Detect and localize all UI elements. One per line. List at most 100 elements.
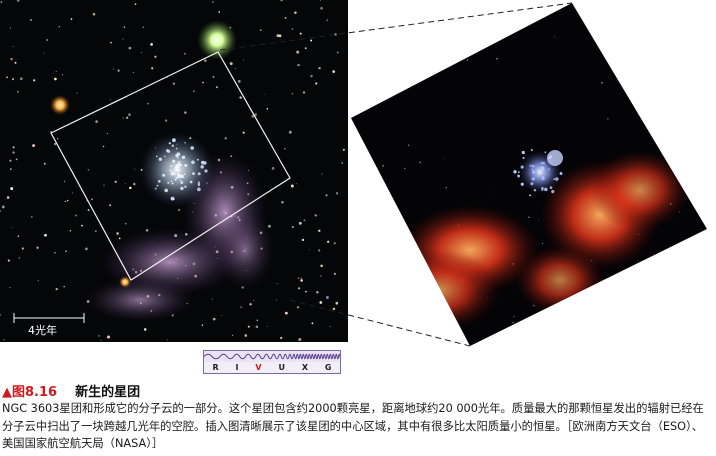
inset-background-star [692, 334, 695, 336]
background-star [271, 167, 275, 170]
inset-bright-star [547, 150, 563, 166]
background-star [221, 314, 223, 316]
inset-star [530, 149, 533, 151]
inset-background-star [537, 219, 539, 220]
background-star [242, 59, 245, 61]
background-star [151, 67, 154, 70]
background-star [319, 301, 323, 304]
orange-star [119, 276, 131, 288]
inset-background-star [382, 164, 384, 167]
background-star [30, 216, 33, 218]
background-star [300, 279, 303, 282]
background-star [0, 1, 3, 3]
inset-background-star [397, 221, 400, 224]
inset-background-star [554, 36, 556, 38]
inset-background-star [489, 191, 491, 193]
background-star [341, 162, 343, 164]
background-star [253, 299, 255, 301]
inset-image [351, 3, 707, 346]
background-star [0, 314, 1, 316]
background-star [33, 79, 36, 82]
background-star [43, 162, 46, 165]
background-star [296, 50, 300, 54]
background-star [172, 82, 176, 85]
background-star [234, 68, 236, 70]
background-star [311, 322, 314, 325]
spectrum-band-i: I [235, 363, 239, 372]
background-star [21, 247, 24, 250]
background-star [256, 319, 258, 321]
background-star [332, 70, 336, 73]
background-star [314, 214, 317, 217]
background-star [37, 280, 39, 282]
background-star [15, 158, 18, 161]
background-star [218, 11, 221, 13]
background-star [211, 298, 213, 300]
zoom-frame [50, 51, 291, 281]
wave-icon [204, 353, 340, 360]
background-star [333, 242, 336, 245]
background-star [141, 52, 143, 53]
background-star [325, 194, 328, 197]
background-star [237, 80, 241, 83]
background-star [229, 62, 233, 66]
background-star [303, 219, 306, 222]
background-star [6, 196, 10, 199]
background-star [333, 272, 337, 276]
background-star [255, 325, 259, 328]
background-star [166, 339, 168, 341]
background-star [58, 26, 60, 28]
spectrum-band-x: X [301, 363, 309, 372]
background-star [55, 287, 58, 291]
inset-background-star [376, 56, 378, 58]
inset-background-star [612, 34, 613, 36]
background-star [87, 208, 90, 212]
background-star [7, 259, 10, 262]
nebula-cloud [215, 210, 275, 290]
background-star [76, 92, 78, 94]
background-star [14, 61, 17, 64]
background-star [81, 224, 83, 227]
background-star [11, 226, 13, 228]
background-star [310, 39, 313, 42]
background-star [239, 96, 242, 99]
background-star [201, 324, 204, 327]
background-star [129, 186, 132, 190]
background-star [16, 90, 19, 93]
background-star [276, 299, 278, 301]
background-star [276, 34, 280, 38]
inset-background-star [404, 167, 406, 170]
background-star [304, 47, 307, 50]
background-star [212, 317, 216, 321]
background-star [65, 250, 67, 253]
background-star [44, 233, 47, 237]
inset-background-star [466, 59, 469, 61]
background-star [106, 132, 109, 135]
spectrum-band-v: V [255, 363, 262, 372]
background-star [224, 137, 227, 140]
main-field-image [0, 0, 348, 342]
background-star [319, 0, 322, 2]
background-star [63, 180, 66, 182]
background-star [215, 86, 218, 89]
background-star [297, 63, 300, 67]
background-star [117, 69, 120, 72]
background-star [264, 93, 266, 95]
inset-background-star [407, 144, 410, 146]
inset-background-star [367, 268, 369, 270]
background-star [103, 184, 105, 186]
background-star [43, 52, 45, 54]
background-star [305, 290, 307, 293]
inset-background-star [372, 294, 373, 296]
background-star [285, 311, 288, 315]
background-star [193, 90, 195, 92]
background-star [203, 59, 207, 62]
background-star [18, 257, 21, 259]
background-star [299, 32, 302, 35]
background-star [85, 247, 88, 251]
spectrum-band-g: G [324, 363, 332, 372]
background-star [10, 168, 12, 170]
background-star [66, 199, 69, 202]
